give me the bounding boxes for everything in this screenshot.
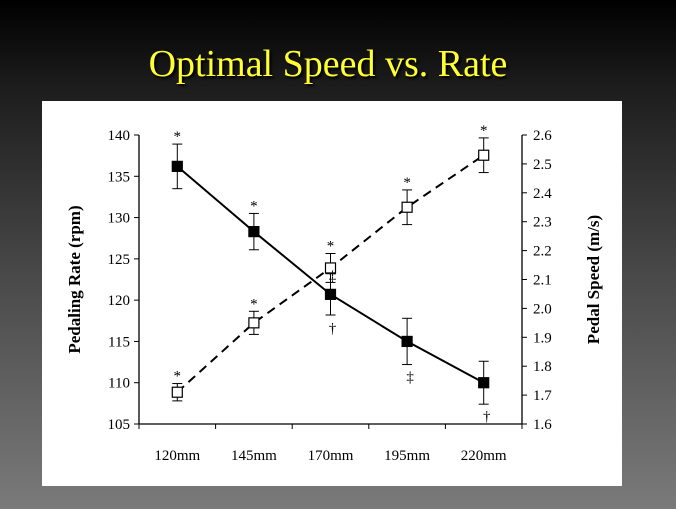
- data-point: [324, 288, 337, 300]
- data-point: [401, 201, 413, 213]
- y-left-tick-label: 135: [108, 169, 131, 185]
- y-right-tick-label: 2.0: [533, 301, 552, 317]
- y-left-tick-label: 110: [108, 376, 130, 392]
- y-left-tick-label: 130: [108, 211, 131, 227]
- data-point: [478, 149, 490, 161]
- data-point: [248, 317, 260, 329]
- data-point: [401, 335, 413, 348]
- x-tick-label: 120mm: [154, 448, 200, 464]
- significance-mark: *: [174, 129, 182, 145]
- y-right-tick-label: 1.9: [533, 330, 552, 346]
- significance-mark: ‡: [406, 370, 414, 386]
- y-left-tick-label: 140: [108, 128, 131, 144]
- y-right-tick-label: 2.2: [533, 244, 552, 260]
- chart-panel: 105 110 115 120 125 130 135 140 1.6 1.7 1.8 1.9 2.0 2…: [42, 101, 622, 486]
- y-left-tick-label: 105: [108, 417, 131, 433]
- data-point: [248, 226, 260, 238]
- significance-mark: ‡: [329, 268, 337, 284]
- data-point: [171, 386, 183, 398]
- y-right-tick-label: 2.5: [533, 157, 552, 173]
- slide-title: Optimal Speed vs. Rate: [148, 43, 508, 85]
- y-right-tick-label: 2.6: [533, 128, 552, 144]
- significance-mark: †: [329, 321, 337, 337]
- data-point: [171, 160, 183, 172]
- significance-mark: *: [174, 369, 182, 385]
- y-right-tick-label: 2.3: [533, 215, 552, 231]
- y-right-tick-label: 2.4: [533, 186, 552, 202]
- x-tick-label: 220mm: [461, 448, 507, 464]
- y-left-tick-label: 120: [108, 293, 131, 309]
- y-right-tick-label: 1.7: [533, 388, 552, 404]
- x-tick-label: 145mm: [231, 448, 277, 464]
- significance-mark: †: [483, 409, 491, 425]
- significance-mark: *: [250, 198, 258, 214]
- data-point: [478, 377, 490, 389]
- y-left-tick-label: 125: [108, 252, 131, 268]
- y-right-tick-label: 1.6: [533, 417, 552, 433]
- significance-mark: *: [480, 123, 488, 139]
- data-point: [324, 262, 337, 274]
- y-left-tick-label: 115: [108, 334, 130, 350]
- significance-mark: *: [250, 296, 258, 312]
- x-tick-label: 195mm: [384, 448, 430, 464]
- significance-mark: *: [327, 238, 335, 254]
- y-right-axis-title: Pedal Speed (m/s): [584, 215, 603, 344]
- x-tick-label: 170mm: [308, 448, 354, 464]
- y-right-tick-label: 1.8: [533, 359, 552, 375]
- y-left-axis-title: Pedaling Rate (rpm): [65, 205, 84, 353]
- significance-mark: *: [403, 175, 411, 191]
- y-right-tick-label: 2.1: [533, 273, 552, 289]
- chart-svg: 105 110 115 120 125 130 135 140 1.6 1.7 1.8 1.9 2.0 2…: [65, 123, 603, 464]
